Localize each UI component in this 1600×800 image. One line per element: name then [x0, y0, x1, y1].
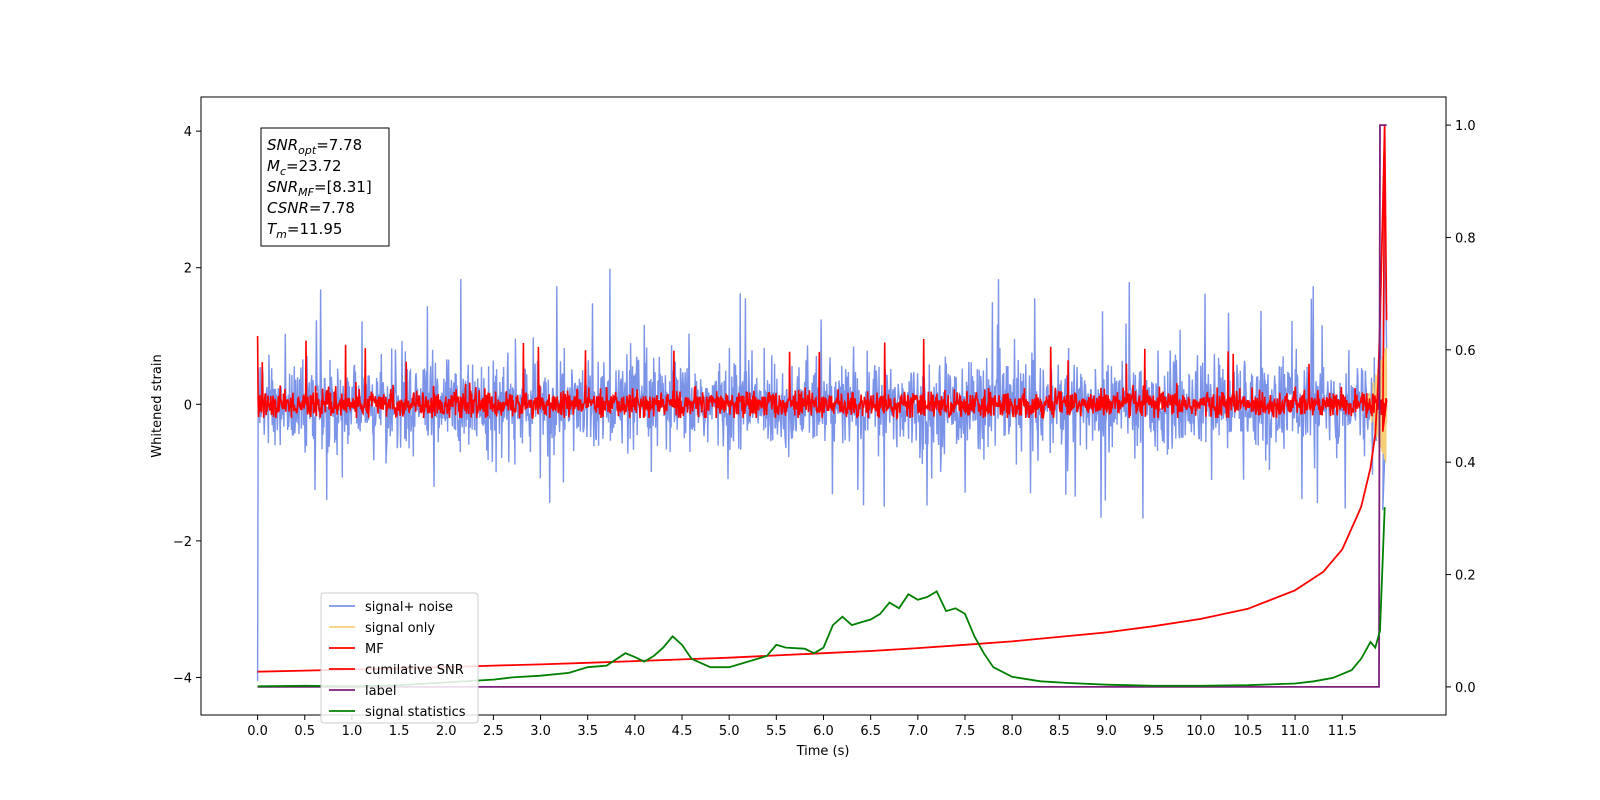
y-tick-label: −4 — [173, 671, 192, 686]
x-tick-label: 5.5 — [766, 724, 787, 739]
annotation-line: SNRMF=[8.31] — [267, 178, 372, 199]
y2-tick-label: 1.0 — [1455, 119, 1476, 134]
y2-tick-label: 0.8 — [1455, 231, 1476, 246]
x-tick-label: 4.0 — [625, 724, 646, 739]
x-tick-label: 3.5 — [577, 724, 598, 739]
annotation-line: Tm=11.95 — [267, 220, 342, 241]
legend: signal+ noise signal only MF cumilative SNR… — [320, 592, 479, 724]
y2-tick-label: 0.4 — [1455, 456, 1476, 471]
legend-label: signal statistics — [365, 705, 466, 720]
series-cumilative-snr — [257, 125, 1386, 673]
series-signal-only — [1365, 347, 1388, 463]
series-mf — [256, 124, 1388, 432]
x-tick-label: 9.5 — [1143, 724, 1164, 739]
legend-label: cumilative SNR — [365, 663, 464, 678]
legend-label: signal only — [365, 621, 435, 636]
y-tick-label: 4 — [184, 125, 192, 140]
x-axis-label: Time (s) — [796, 744, 850, 759]
annotation-line: Mc=23.72 — [267, 157, 342, 178]
legend-label: label — [365, 684, 396, 699]
x-tick-label: 10.0 — [1186, 724, 1215, 739]
legend-frame — [320, 592, 479, 724]
annotation-box: SNRopt=7.78Mc=23.72SNRMF=[8.31]CSNR=7.78… — [260, 127, 390, 247]
x-tick-label: 7.0 — [907, 724, 928, 739]
x-tick-label: 1.0 — [342, 724, 363, 739]
x-tick-label: 9.0 — [1096, 724, 1117, 739]
x-tick-label: 11.5 — [1328, 724, 1357, 739]
y-axis-right: 1.0 0.8 0.6 0.4 0.2 0.0 — [1446, 119, 1476, 696]
legend-label: MF — [365, 642, 384, 657]
annotation-line: CSNR=7.78 — [267, 199, 355, 217]
annotation-line: SNRopt=7.78 — [267, 136, 362, 157]
x-tick-label: 5.0 — [719, 724, 740, 739]
y-tick-label: −2 — [173, 535, 192, 550]
x-tick-label: 8.0 — [1002, 724, 1023, 739]
x-tick-label: 8.5 — [1049, 724, 1070, 739]
x-tick-label: 11.0 — [1281, 724, 1310, 739]
series-layer — [256, 124, 1388, 688]
series-label — [257, 124, 1387, 688]
x-tick-label: 10.5 — [1233, 724, 1262, 739]
y2-tick-label: 0.0 — [1455, 681, 1476, 696]
x-tick-label: 0.5 — [294, 724, 315, 739]
x-tick-label: 2.5 — [483, 724, 504, 739]
x-tick-label: 4.5 — [672, 724, 693, 739]
y-axis-label: Whitened strain — [150, 354, 165, 457]
x-tick-label: 6.0 — [813, 724, 834, 739]
y-tick-label: 2 — [184, 262, 192, 277]
x-tick-label: 0.0 — [247, 724, 268, 739]
y-axis-left: 4 2 0 −2 −4 — [173, 125, 201, 686]
x-tick-label: 1.5 — [389, 724, 410, 739]
annotation-frame — [260, 127, 390, 247]
y2-tick-label: 0.6 — [1455, 344, 1476, 359]
x-tick-label: 3.0 — [530, 724, 551, 739]
series-signal-statistics — [257, 507, 1386, 688]
y-tick-label: 0 — [184, 398, 192, 413]
x-axis: 0.0 0.5 1.0 1.5 2.0 2.5 3.0 3.5 4.0 4.5 5.0 5.5 6.0 6… — [247, 715, 1357, 739]
x-tick-label: 7.5 — [955, 724, 976, 739]
y2-tick-label: 0.2 — [1455, 569, 1476, 584]
x-tick-label: 2.0 — [436, 724, 457, 739]
x-tick-label: 6.5 — [860, 724, 881, 739]
legend-label: signal+ noise — [365, 600, 453, 615]
